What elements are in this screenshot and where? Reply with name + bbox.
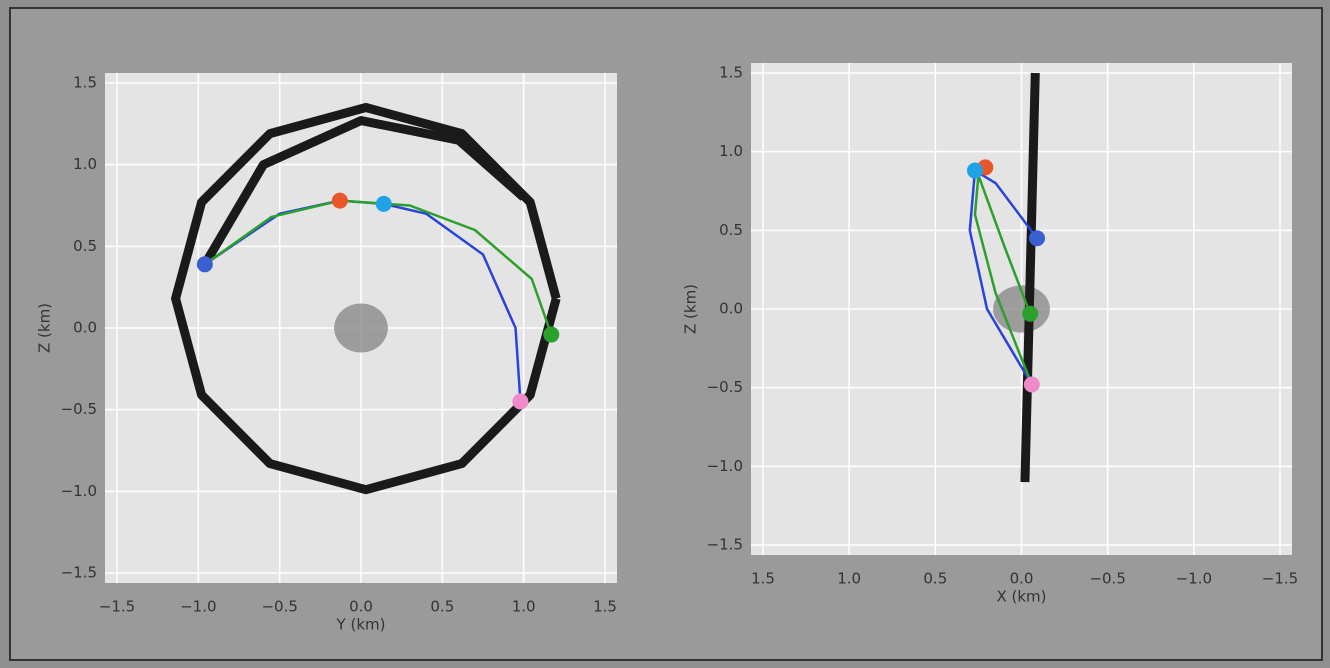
x-tick-label: −0.5 [1089,570,1125,588]
screenshot: −1.5 −1.0 −0.5 0.0 0.5 1.0 1.5 −1.5 −1.0 −0.5 0.0 0… [0,0,1330,668]
y-tick-label: 1.5 [719,64,743,82]
y-tick-label: 0.0 [719,300,743,318]
marker [376,196,392,212]
y-tick-label: −1.5 [61,564,97,582]
y-tick-label: 1.0 [73,155,97,173]
x-tick-label: −1.0 [180,598,216,616]
y-tick-label: 1.0 [719,142,743,160]
x-tick-label: 0.5 [430,598,454,616]
y-tick-label: −1.0 [61,482,97,500]
marker [1024,377,1040,393]
marker [1022,306,1038,322]
x-tick-label: 1.5 [751,570,775,588]
y-tick-label: 1.5 [73,74,97,92]
marker [512,394,528,410]
x-tick-label: −1.5 [99,598,135,616]
x-tick-label: 1.0 [512,598,536,616]
y-tick-label: −0.5 [707,378,743,396]
marker [543,327,559,343]
x-tick-label: −1.5 [1262,570,1298,588]
y-tick-label: 0.5 [73,237,97,255]
x-tick-label: 0.0 [349,598,373,616]
marker [1029,230,1045,246]
y-axis-label: Z (km) [36,303,54,353]
y-tick-label: 0.0 [73,319,97,337]
x-tick-label: 1.0 [837,570,861,588]
x-axis-label: Y (km) [336,616,386,634]
marker [332,193,348,209]
marker [967,163,983,179]
y-tick-label: 0.5 [719,221,743,239]
y-tick-label: −1.0 [707,457,743,475]
y-axis-label: Z (km) [682,284,700,334]
asteroid [334,304,388,353]
x-tick-label: 0.0 [1010,570,1034,588]
x-tick-label: 1.5 [593,598,617,616]
x-axis-label: X (km) [996,588,1046,606]
y-tick-label: −1.5 [707,536,743,554]
marker [197,256,213,272]
x-tick-label: −0.5 [261,598,297,616]
x-tick-label: −1.0 [1176,570,1212,588]
x-tick-label: 0.5 [923,570,947,588]
y-tick-label: −0.5 [61,400,97,418]
